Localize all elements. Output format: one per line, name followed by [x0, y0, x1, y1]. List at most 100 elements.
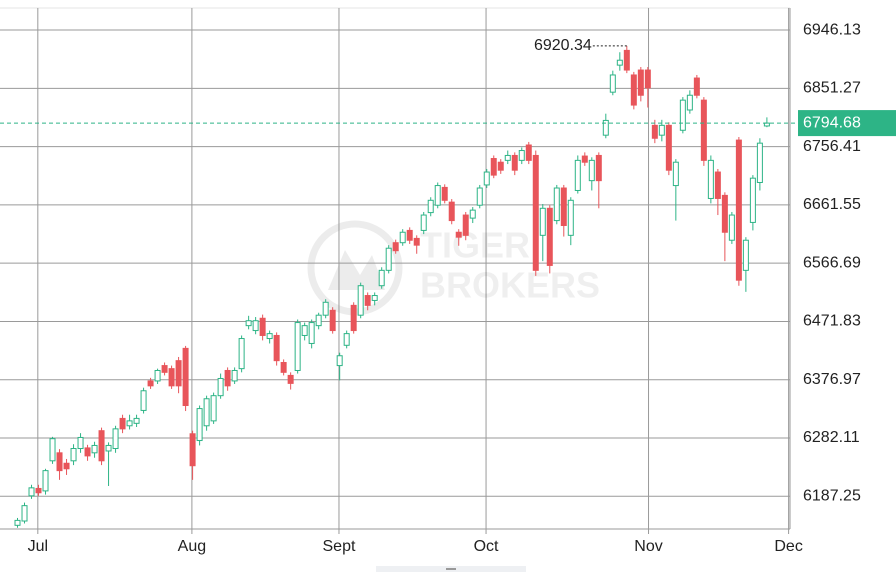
candle-body: [455, 231, 462, 238]
candle-body: [567, 199, 574, 236]
candle-body: [483, 171, 490, 186]
candle-body: [105, 444, 112, 452]
y-tick-label: 6471.83: [803, 313, 861, 330]
candle-body: [532, 154, 539, 271]
candle-body: [721, 194, 728, 233]
y-tick-label: 6851.27: [803, 80, 861, 97]
watermark: BROKERS: [420, 265, 600, 306]
plot: 6187.25 6282.11 6376.97 6471.83 6566.69 6661.…: [0, 8, 896, 555]
candle-body: [98, 430, 105, 462]
candle-body: [728, 214, 735, 241]
candle-body: [392, 242, 399, 252]
x-tick-label: Oct: [474, 538, 499, 555]
candle-body: [707, 159, 714, 199]
candle-body: [182, 347, 189, 407]
candle-body: [28, 487, 35, 497]
candle-body: [287, 374, 294, 384]
y-tick-label: 6187.25: [803, 488, 861, 505]
candle-body: [413, 237, 420, 246]
candle-body: [119, 417, 126, 430]
candle-body: [441, 186, 448, 201]
scroll-handle[interactable]: [446, 568, 456, 570]
candle-body: [476, 187, 483, 206]
y-tick-label: 6282.11: [803, 429, 860, 446]
max-label: 6920.34: [534, 37, 592, 54]
candle-body: [294, 322, 301, 371]
candle-body: [448, 201, 455, 222]
candle-body: [161, 365, 168, 373]
candle-body: [595, 154, 602, 182]
candle-body: [49, 438, 56, 462]
candle-body: [308, 322, 315, 344]
x-tick-label: Sept: [323, 538, 356, 555]
candle-body: [385, 247, 392, 271]
candle-body: [112, 428, 119, 450]
candle-body: [203, 398, 210, 427]
candle-body: [602, 119, 609, 136]
candle-body: [189, 433, 196, 467]
candle-body: [735, 139, 742, 281]
candle-body: [147, 380, 154, 387]
candle-body: [231, 369, 238, 382]
candle-body: [357, 285, 364, 316]
candle-body: [14, 519, 21, 526]
candle-body: [574, 159, 581, 191]
candle-body: [623, 49, 630, 71]
candle-body: [84, 447, 91, 457]
candle-body: [140, 390, 147, 411]
candle-body: [490, 158, 497, 176]
candle-body: [35, 487, 42, 494]
x-tick-label: Dec: [774, 538, 802, 555]
candle-body: [651, 124, 658, 139]
candle-body: [266, 333, 273, 340]
candle-body: [406, 229, 413, 241]
candle-body: [679, 99, 686, 131]
candle-body: [616, 59, 623, 66]
candle-body: [259, 317, 266, 336]
candle-body: [560, 187, 567, 226]
candle-body: [518, 150, 525, 161]
candle-body: [350, 304, 357, 332]
candle-body: [70, 448, 77, 462]
candle-body: [126, 420, 133, 427]
candle-body: [56, 452, 63, 472]
candle-body: [399, 231, 406, 244]
candle-body: [343, 333, 350, 346]
candle-body: [336, 355, 343, 367]
candle-body: [742, 239, 749, 271]
candle-body: [665, 124, 672, 171]
candle-body: [238, 338, 245, 370]
candle-body: [714, 171, 721, 199]
candle-body: [588, 159, 595, 182]
candle-body: [686, 94, 693, 111]
candle-body: [273, 334, 280, 362]
candle-body: [539, 207, 546, 236]
candle-body: [700, 99, 707, 161]
candle-body: [322, 301, 329, 316]
last-price-label: 6794.68: [803, 114, 861, 131]
candle-body: [21, 505, 28, 522]
candle-body: [581, 155, 588, 163]
candle-body: [756, 142, 763, 183]
candle-body: [420, 214, 427, 231]
candle-body: [434, 185, 441, 206]
watermark: TIGER: [420, 225, 530, 266]
candle-body: [371, 295, 378, 301]
candle-body: [504, 154, 511, 161]
candle-body: [630, 74, 637, 106]
x-tick-label: Aug: [178, 538, 206, 555]
candle-body: [210, 395, 217, 422]
candle-body: [749, 177, 756, 223]
last-price-box: [798, 110, 896, 137]
candle-body: [245, 320, 252, 327]
x-tick-label: Nov: [634, 538, 662, 555]
candle-body: [609, 74, 616, 93]
candle-body: [154, 369, 161, 382]
candle-body: [224, 369, 231, 387]
candle-body: [217, 377, 224, 397]
y-tick-label: 6376.97: [803, 371, 861, 388]
candle-body: [77, 436, 84, 450]
candle-body: [525, 144, 532, 161]
